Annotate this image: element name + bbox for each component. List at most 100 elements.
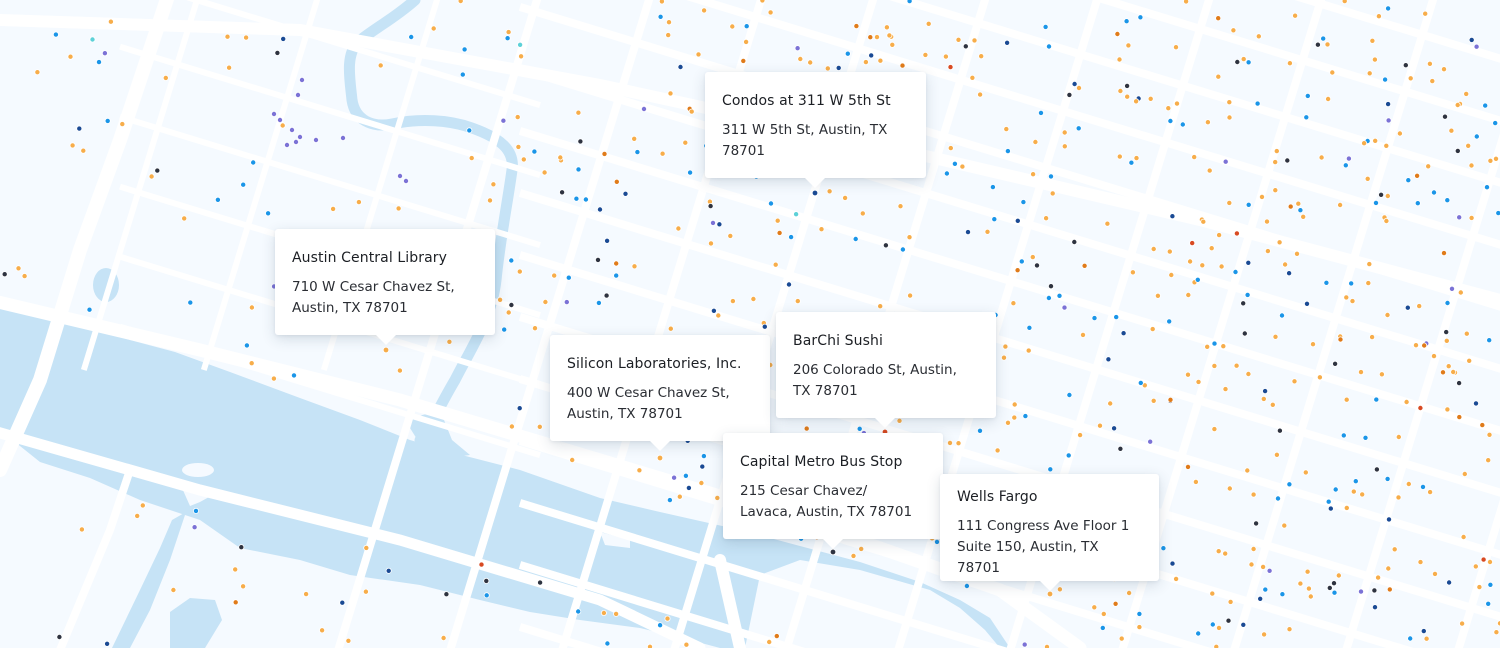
poi-dot[interactable] xyxy=(874,34,881,41)
poi-dot[interactable] xyxy=(955,440,962,447)
poi-dot[interactable] xyxy=(659,150,666,157)
poi-dot[interactable] xyxy=(1045,294,1052,301)
poi-dot[interactable] xyxy=(478,561,485,568)
poi-dot[interactable] xyxy=(292,138,299,145)
poi-dot[interactable] xyxy=(776,229,783,236)
poi-dot[interactable] xyxy=(613,178,620,185)
poi-dot[interactable] xyxy=(1292,12,1299,19)
poi-dot[interactable] xyxy=(1261,631,1268,638)
poi-dot[interactable] xyxy=(1047,466,1054,473)
poi-dot[interactable] xyxy=(402,177,409,184)
poi-dot[interactable] xyxy=(1195,630,1202,637)
poi-dot[interactable] xyxy=(226,64,233,71)
poi-dot[interactable] xyxy=(1337,201,1344,208)
poi-dot[interactable] xyxy=(1417,559,1424,566)
poi-dot[interactable] xyxy=(1128,159,1135,166)
poi-dot[interactable] xyxy=(542,298,549,305)
poi-dot[interactable] xyxy=(1111,425,1118,432)
poi-dot[interactable] xyxy=(772,261,779,268)
poi-dot[interactable] xyxy=(1168,271,1175,278)
poi-dot[interactable] xyxy=(1233,230,1240,237)
poi-dot[interactable] xyxy=(1444,406,1451,413)
poi-dot[interactable] xyxy=(1225,617,1232,624)
poi-dot[interactable] xyxy=(1105,356,1112,363)
poi-dot[interactable] xyxy=(1348,280,1355,287)
poi-dot[interactable] xyxy=(1133,155,1140,162)
poi-dot[interactable] xyxy=(835,64,842,71)
poi-dot[interactable] xyxy=(440,635,447,642)
poi-dot[interactable] xyxy=(1365,280,1372,287)
poi-dot[interactable] xyxy=(290,372,297,379)
poi-dot[interactable] xyxy=(1097,422,1104,429)
poi-dot[interactable] xyxy=(1486,431,1493,438)
poi-dot[interactable] xyxy=(517,41,524,48)
poi-dot[interactable] xyxy=(1100,610,1107,617)
poi-dot[interactable] xyxy=(504,35,511,42)
poi-dot[interactable] xyxy=(1373,466,1380,473)
poi-dot[interactable] xyxy=(1211,340,1218,347)
poi-dot[interactable] xyxy=(699,463,706,470)
poi-dot[interactable] xyxy=(1431,189,1438,196)
poi-dot[interactable] xyxy=(1358,588,1365,595)
poi-dot[interactable] xyxy=(1262,586,1269,593)
poi-dot[interactable] xyxy=(1473,133,1480,140)
poi-dot[interactable] xyxy=(408,34,415,41)
poi-dot[interactable] xyxy=(461,46,468,53)
poi-dot[interactable] xyxy=(657,13,664,20)
poi-dot[interactable] xyxy=(162,74,169,81)
poi-dot[interactable] xyxy=(1120,330,1127,337)
poi-dot[interactable] xyxy=(1266,567,1273,574)
callout-austin-central-library[interactable]: Austin Central Library 710 W Cesar Chave… xyxy=(275,229,495,345)
poi-dot[interactable] xyxy=(1369,37,1376,44)
callout-silicon-laboratories[interactable]: Silicon Laboratories, Inc. 400 W Cesar C… xyxy=(550,335,770,451)
poi-dot[interactable] xyxy=(1269,401,1276,408)
poi-dot[interactable] xyxy=(955,36,962,43)
poi-dot[interactable] xyxy=(1473,43,1480,50)
poi-dot[interactable] xyxy=(1071,238,1078,245)
poi-dot[interactable] xyxy=(1340,432,1347,439)
poi-dot[interactable] xyxy=(483,577,490,584)
poi-dot[interactable] xyxy=(856,425,863,432)
poi-dot[interactable] xyxy=(1463,330,1470,337)
poi-dot[interactable] xyxy=(1194,276,1201,283)
poi-dot[interactable] xyxy=(601,150,608,157)
poi-dot[interactable] xyxy=(1011,414,1018,421)
poi-dot[interactable] xyxy=(557,154,564,161)
poi-dot[interactable] xyxy=(1150,245,1157,252)
poi-dot[interactable] xyxy=(240,181,247,188)
poi-dot[interactable] xyxy=(1373,199,1380,206)
poi-dot[interactable] xyxy=(1227,598,1234,605)
poi-dot[interactable] xyxy=(1066,391,1073,398)
poi-dot[interactable] xyxy=(1432,570,1439,577)
poi-dot[interactable] xyxy=(276,117,283,124)
poi-dot[interactable] xyxy=(1286,626,1293,633)
poi-dot[interactable] xyxy=(1456,380,1463,387)
poi-dot[interactable] xyxy=(698,479,705,486)
poi-dot[interactable] xyxy=(1043,215,1050,222)
poi-dot[interactable] xyxy=(824,65,831,72)
poi-dot[interactable] xyxy=(658,0,665,5)
poi-dot[interactable] xyxy=(1366,261,1373,268)
poi-dot[interactable] xyxy=(1226,114,1233,121)
poi-dot[interactable] xyxy=(1048,173,1055,180)
poi-dot[interactable] xyxy=(1065,452,1072,459)
poi-dot[interactable] xyxy=(683,641,690,648)
poi-dot[interactable] xyxy=(565,274,572,281)
poi-dot[interactable] xyxy=(677,64,684,71)
poi-dot[interactable] xyxy=(1371,587,1378,594)
poi-dot[interactable] xyxy=(1114,30,1121,37)
poi-dot[interactable] xyxy=(1371,56,1378,63)
poi-dot[interactable] xyxy=(303,591,310,598)
poi-dot[interactable] xyxy=(1044,643,1050,648)
poi-dot[interactable] xyxy=(1185,371,1192,378)
poi-dot[interactable] xyxy=(1275,495,1282,502)
poi-dot[interactable] xyxy=(1350,488,1357,495)
poi-dot[interactable] xyxy=(1245,259,1252,266)
poi-dot[interactable] xyxy=(1331,580,1338,587)
poi-dot[interactable] xyxy=(1022,413,1029,420)
poi-dot[interactable] xyxy=(603,292,610,299)
poi-dot[interactable] xyxy=(850,552,857,559)
poi-dot[interactable] xyxy=(1034,262,1041,269)
poi-dot[interactable] xyxy=(104,117,111,124)
poi-dot[interactable] xyxy=(582,196,589,203)
